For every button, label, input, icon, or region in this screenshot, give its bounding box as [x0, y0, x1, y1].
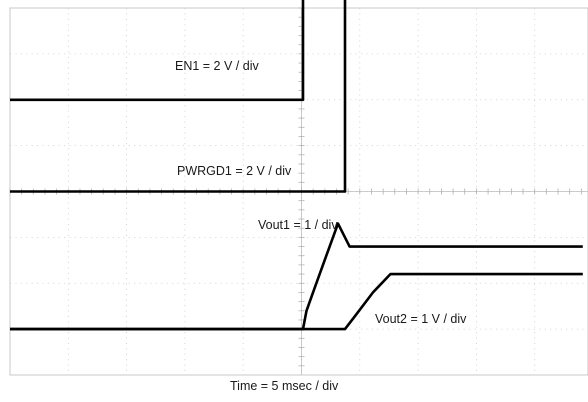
trace-vout1: [10, 222, 583, 331]
trace-pwrgd1: [10, 0, 347, 193]
en1-label: EN1 = 2 V / div: [175, 59, 259, 73]
plot-traces: [10, 0, 583, 331]
pwrgd1-label: PWRGD1 = 2 V / div: [177, 164, 292, 178]
vout1-label: Vout1 = 1 / div: [258, 218, 338, 232]
vout2-label: Vout2 = 1 V / div: [375, 312, 467, 326]
trace-vout2: [10, 272, 583, 331]
x-axis-label: Time = 5 msec / div: [230, 379, 339, 393]
trace-en1: [10, 0, 305, 102]
